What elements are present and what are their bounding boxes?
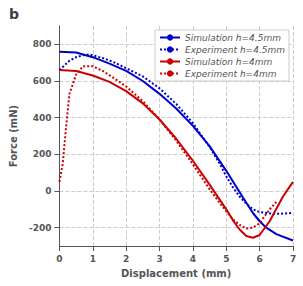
svg-text:-200: -200 [29, 223, 52, 233]
svg-text:0: 0 [56, 254, 62, 264]
svg-text:2: 2 [123, 254, 129, 264]
svg-text:Simulation h=4mm: Simulation h=4mm [185, 57, 273, 67]
svg-text:0: 0 [45, 186, 51, 196]
svg-text:Simulation h=4.5mm: Simulation h=4.5mm [185, 33, 281, 43]
svg-text:Force (mN): Force (mN) [8, 105, 19, 167]
svg-text:200: 200 [33, 149, 52, 159]
svg-text:Displacement (mm): Displacement (mm) [121, 268, 231, 279]
svg-text:4: 4 [190, 254, 196, 264]
svg-text:800: 800 [33, 39, 52, 49]
svg-text:3: 3 [156, 254, 162, 264]
svg-text:b: b [9, 6, 19, 22]
svg-text:Experiment h=4.5mm: Experiment h=4.5mm [185, 45, 285, 55]
svg-text:Experiment h=4mm: Experiment h=4mm [185, 69, 277, 79]
svg-text:1: 1 [90, 254, 96, 264]
svg-text:6: 6 [256, 254, 262, 264]
svg-text:400: 400 [33, 113, 52, 123]
svg-text:600: 600 [33, 76, 52, 86]
svg-text:5: 5 [223, 254, 229, 264]
svg-text:7: 7 [290, 254, 296, 264]
